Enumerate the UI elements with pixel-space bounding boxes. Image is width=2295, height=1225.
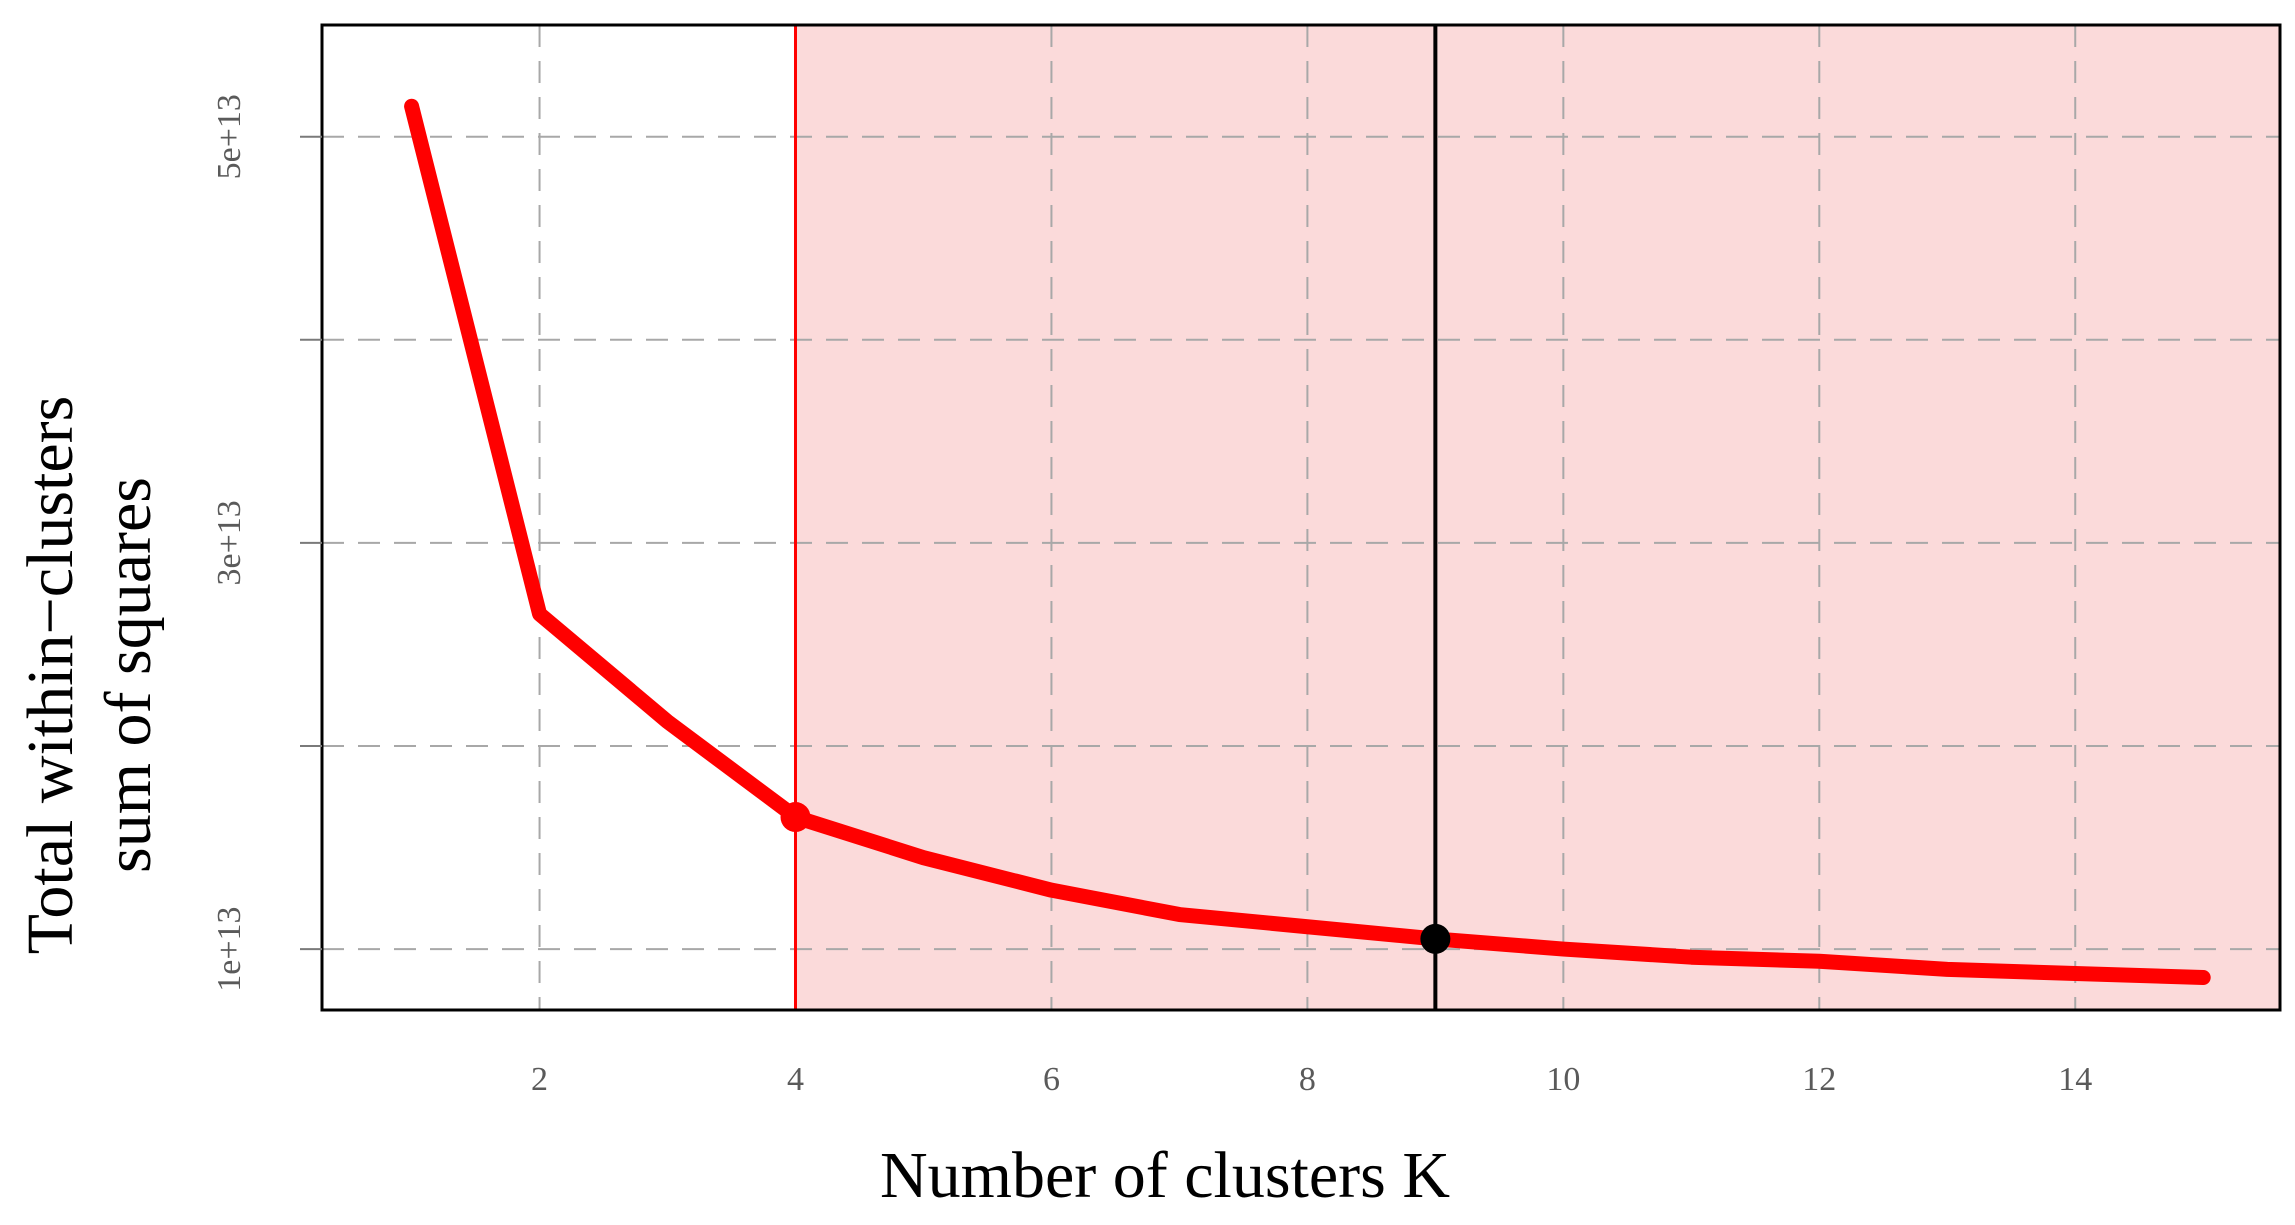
series-line-0 bbox=[404, 98, 2211, 986]
x-tick-label: 14 bbox=[2058, 1061, 2092, 1098]
x-tick-labels: 2 4 6 8 10 12 14 bbox=[531, 1061, 2092, 1098]
y-axis-title-line-1: Total within−clusters bbox=[14, 396, 87, 955]
y-tick-label: 5e+13 bbox=[211, 94, 248, 179]
grid-layer bbox=[322, 25, 2280, 1010]
y-axis-title-line-2: sum of squares bbox=[92, 477, 165, 873]
vline-layer bbox=[794, 25, 1438, 1010]
marker-point-k-9 bbox=[1420, 923, 1451, 954]
marker-point-k-4 bbox=[780, 802, 811, 833]
plot-frame bbox=[320, 23, 2282, 1012]
x-tick-label: 10 bbox=[1546, 1061, 1580, 1098]
shaded-region-layer bbox=[795, 25, 2280, 1010]
x-tick-label: 12 bbox=[1802, 1061, 1836, 1098]
x-tick-label: 8 bbox=[1299, 1061, 1316, 1098]
shaded-region bbox=[795, 25, 2280, 1010]
series-layer bbox=[404, 98, 2211, 986]
x-tick-label: 6 bbox=[1043, 1061, 1060, 1098]
x-tick-label: 2 bbox=[531, 1061, 548, 1098]
y-tick-labels: 1e+13 3e+13 5e+13 bbox=[211, 94, 322, 992]
marker-layer bbox=[780, 802, 1451, 954]
x-axis-title: Number of clusters K bbox=[880, 1139, 1450, 1212]
x-tick-label: 4 bbox=[787, 1061, 804, 1098]
y-axis-title: Total within−clusters sum of squares bbox=[14, 396, 165, 955]
y-tick-label: 3e+13 bbox=[211, 500, 248, 585]
y-tick-label: 1e+13 bbox=[211, 906, 248, 991]
